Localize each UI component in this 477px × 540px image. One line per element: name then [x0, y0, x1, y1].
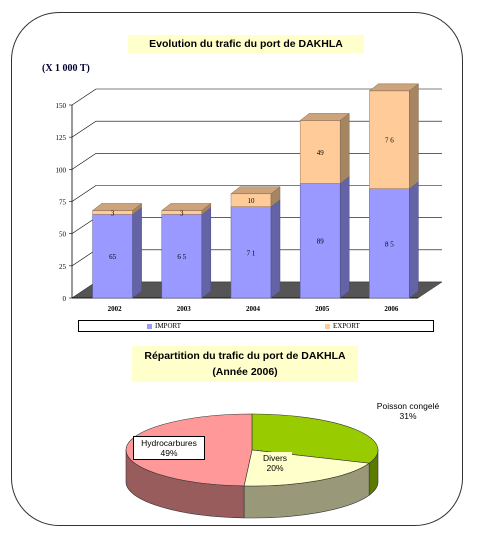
bar-front — [299, 120, 341, 184]
pie-label-divers-name: Divers — [262, 453, 288, 463]
y-axis-unit: (X 1 000 T) — [42, 63, 90, 74]
pie-title-line2: (Année 2006) — [212, 366, 278, 378]
bar-value-label: 49 — [317, 149, 325, 157]
bar-segment-export-2002: 3 — [91, 202, 143, 217]
pie-label-poisson-value: 31% — [399, 411, 417, 421]
bar-top — [161, 203, 212, 211]
legend-import-label: IMPORT — [155, 322, 182, 330]
pie-chart-title: Répartition du trafic du port de DAKHLA … — [132, 346, 358, 382]
y-tick-label: 125 — [56, 134, 67, 142]
bar-side — [201, 206, 212, 299]
bar-top — [91, 203, 143, 211]
pie-label-divers-value: 20% — [266, 463, 284, 473]
bar-chart-plot: 0 25 50 75 100 125 150 65 3 2002 6 5 3 2003 7 1 10 2004… — [56, 83, 443, 313]
gridline-diag — [71, 120, 97, 138]
bar-value-label: 89 — [317, 238, 325, 246]
bar-front — [299, 183, 341, 299]
bar-chart-legend: IMPORT EXPORT — [78, 320, 434, 332]
pie-label-divers: Divers 20% — [258, 452, 292, 474]
bar-top — [299, 113, 350, 121]
x-tick-label: 2005 — [315, 305, 330, 313]
bar-side — [339, 112, 350, 184]
bar-value-label: 3 — [180, 209, 184, 217]
legend-export-label: EXPORT — [333, 322, 360, 330]
legend-export: EXPORT — [325, 321, 360, 331]
gridline-diag — [71, 185, 97, 202]
bar-segment-export-2003: 3 — [161, 202, 212, 217]
pie-chart-plot — [125, 413, 379, 519]
y-tick-label: 0 — [63, 295, 67, 303]
bar-front — [369, 188, 410, 299]
bar-top — [230, 186, 281, 195]
gridline-diag — [71, 153, 97, 170]
bar-segment-export-2005: 49 — [299, 112, 350, 184]
pie-title-line1: Répartition du trafic du port de DAKHLA — [144, 350, 346, 362]
x-tick-label: 2002 — [108, 305, 123, 313]
bar-value-label: 10 — [248, 197, 256, 205]
bar-segment-export-2004: 10 — [230, 186, 281, 208]
legend-import: IMPORT — [147, 321, 181, 331]
pie-label-poisson-name: Poisson congelé — [376, 401, 440, 411]
bar-segment-import-2005: 89 — [299, 175, 350, 299]
bar-front — [161, 214, 203, 299]
gridline-diag — [71, 217, 97, 234]
bar-value-label: 65 — [109, 253, 117, 261]
bar-side — [270, 199, 281, 299]
pie-label-poisson: Poisson congelé 31% — [368, 400, 448, 422]
y-tick-label: 25 — [59, 263, 67, 271]
x-tick-label: 2006 — [384, 305, 399, 313]
bar-side — [409, 83, 419, 190]
pie-label-hydrocarbures: Hydrocarbures 49% — [133, 436, 205, 460]
bar-value-label: 3 — [111, 209, 115, 217]
y-tick-label: 100 — [56, 166, 67, 174]
bar-front — [369, 90, 410, 189]
gridline-diag — [71, 249, 97, 267]
legend-import-swatch — [147, 323, 152, 329]
y-tick-label: 75 — [59, 199, 67, 207]
gridline-diag — [71, 88, 97, 106]
x-tick-label: 2003 — [177, 305, 192, 313]
legend-export-swatch — [325, 323, 330, 329]
bar-top — [368, 83, 420, 92]
bar-value-label: 7 6 — [385, 137, 394, 145]
bar-chart-title: Evolution du trafic du port de DAKHLA — [128, 35, 364, 53]
bar-value-label: 7 1 — [247, 249, 256, 257]
bar-segment-import-2002: 65 — [92, 206, 142, 299]
y-tick-label: 50 — [59, 231, 67, 239]
pie-label-hydrocarbures-name: Hydrocarbures — [141, 438, 197, 448]
bar-side — [132, 206, 142, 299]
y-tick-label: 150 — [56, 102, 67, 110]
bar-value-label: 8 5 — [385, 240, 394, 248]
bar-side — [339, 175, 350, 299]
bar-front — [92, 214, 133, 299]
pie-label-hydrocarbures-value: 49% — [160, 448, 178, 458]
pie-slice-poisson-congelé — [251, 413, 379, 464]
bar-segment-import-2003: 6 5 — [161, 206, 212, 299]
bar-front — [230, 206, 272, 299]
bar-segment-import-2006: 8 5 — [369, 181, 419, 299]
bar-side — [409, 181, 419, 299]
bar-segment-import-2004: 7 1 — [230, 199, 281, 299]
x-tick-label: 2004 — [246, 305, 261, 313]
bar-segment-export-2006: 7 6 — [368, 83, 420, 190]
bar-value-label: 6 5 — [177, 253, 186, 261]
